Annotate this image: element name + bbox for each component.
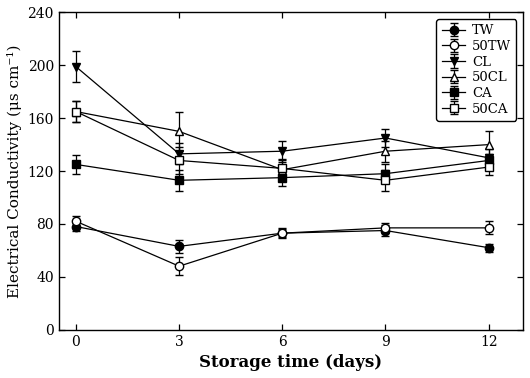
Y-axis label: Electrical Conductivity (μs cm⁻¹): Electrical Conductivity (μs cm⁻¹): [7, 44, 22, 298]
X-axis label: Storage time (days): Storage time (days): [199, 354, 383, 371]
Legend: TW, 50TW, CL, 50CL, CA, 50CA: TW, 50TW, CL, 50CL, CA, 50CA: [436, 19, 516, 121]
